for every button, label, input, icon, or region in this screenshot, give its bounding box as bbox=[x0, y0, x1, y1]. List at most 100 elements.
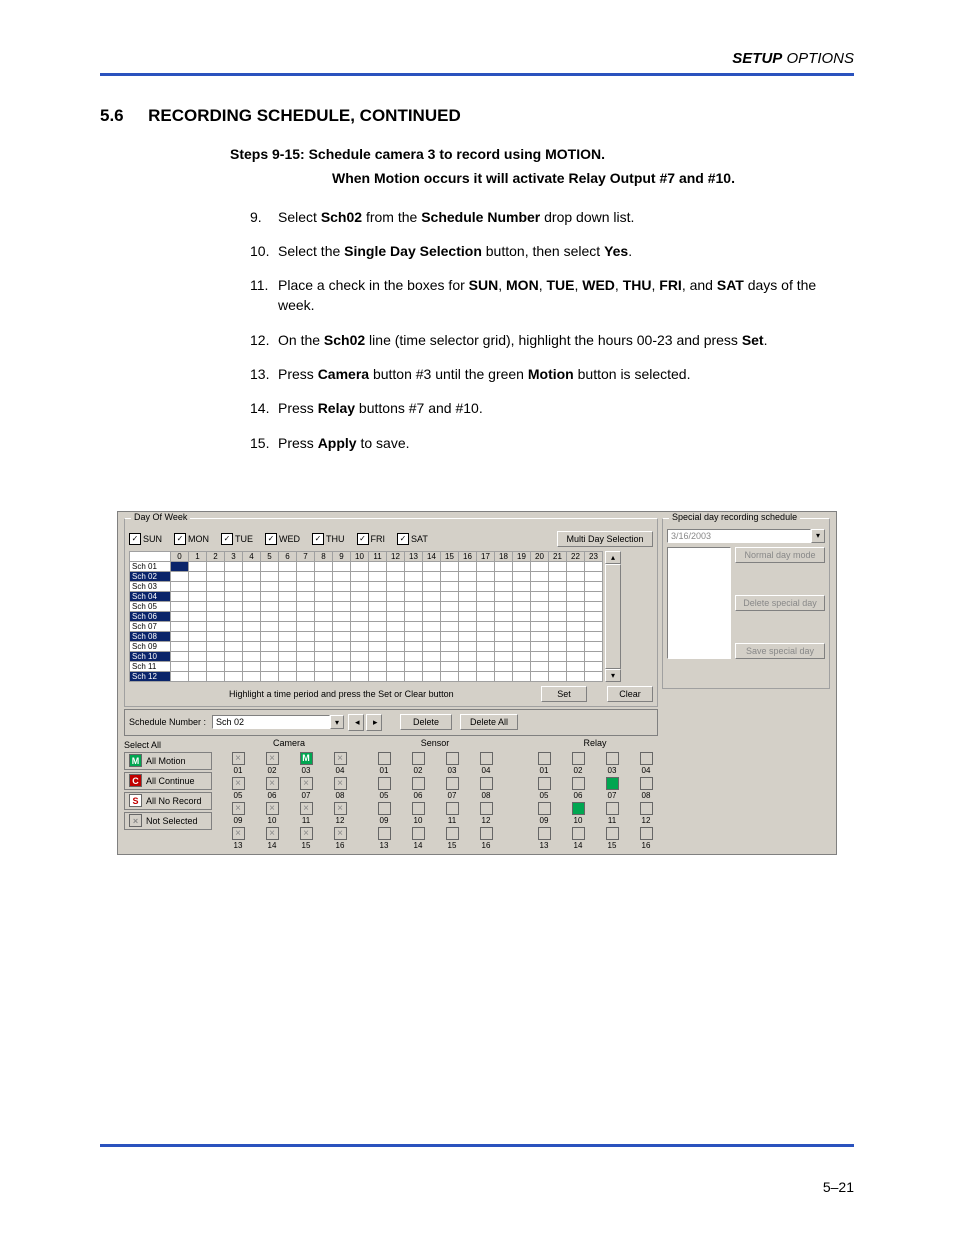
relay-btn-01[interactable]: 01 bbox=[530, 752, 558, 775]
selall-not-selected[interactable]: ×Not Selected bbox=[124, 812, 212, 830]
relay-btn-07[interactable]: 07 bbox=[598, 777, 626, 800]
next-sched-button[interactable]: ▸ bbox=[366, 714, 382, 731]
relay-label: Relay bbox=[530, 738, 660, 748]
relay-btn-03[interactable]: 03 bbox=[598, 752, 626, 775]
camera-btn-08[interactable]: ×08 bbox=[326, 777, 354, 800]
relay-btn-10[interactable]: 10 bbox=[564, 802, 592, 825]
sched-num-dropdown[interactable]: Sch 02 ▾ bbox=[212, 715, 344, 729]
relay-icon bbox=[606, 777, 619, 790]
multi-day-button[interactable]: Multi Day Selection bbox=[557, 531, 653, 547]
checkbox-icon: ✓ bbox=[265, 533, 277, 545]
relay-icon bbox=[572, 752, 585, 765]
selall-all-no-record[interactable]: SAll No Record bbox=[124, 792, 212, 810]
hours-grid[interactable]: 01234567891011121314151617181920212223Sc… bbox=[129, 551, 603, 682]
prev-sched-button[interactable]: ◂ bbox=[348, 714, 364, 731]
camera-btn-14[interactable]: ×14 bbox=[258, 827, 286, 850]
dow-check-sat[interactable]: ✓SAT bbox=[397, 533, 428, 545]
special-day-fieldset: Special day recording schedule 3/16/2003… bbox=[662, 518, 830, 689]
relay-btn-13[interactable]: 13 bbox=[530, 827, 558, 850]
camera-btn-03[interactable]: M03 bbox=[292, 752, 320, 775]
camera-icon: × bbox=[334, 802, 347, 815]
sensor-btn-06[interactable]: 06 bbox=[404, 777, 432, 800]
delete-special-button[interactable]: Delete special day bbox=[735, 595, 825, 611]
camera-btn-04[interactable]: ×04 bbox=[326, 752, 354, 775]
relay-btn-11[interactable]: 11 bbox=[598, 802, 626, 825]
header-bold: SETUP bbox=[732, 50, 782, 67]
camera-btn-10[interactable]: ×10 bbox=[258, 802, 286, 825]
sensor-btn-13[interactable]: 13 bbox=[370, 827, 398, 850]
camera-btn-01[interactable]: ×01 bbox=[224, 752, 252, 775]
camera-btn-12[interactable]: ×12 bbox=[326, 802, 354, 825]
selall-all-motion[interactable]: MAll Motion bbox=[124, 752, 212, 770]
camera-icon: × bbox=[266, 827, 279, 840]
special-day-list[interactable] bbox=[667, 547, 731, 659]
camera-btn-16[interactable]: ×16 bbox=[326, 827, 354, 850]
sensor-btn-03[interactable]: 03 bbox=[438, 752, 466, 775]
camera-icon: M bbox=[300, 752, 313, 765]
relay-btn-14[interactable]: 14 bbox=[564, 827, 592, 850]
schedule-dialog: Day Of Week ✓SUN ✓MON ✓TUE ✓WED ✓THU ✓FRI ✓SAT… bbox=[117, 511, 837, 855]
step-item: 10.Select the Single Day Selection butto… bbox=[250, 241, 854, 261]
relay-btn-12[interactable]: 12 bbox=[632, 802, 660, 825]
dow-check-mon[interactable]: ✓MON bbox=[174, 533, 209, 545]
sensor-btn-01[interactable]: 01 bbox=[370, 752, 398, 775]
sensor-btn-02[interactable]: 02 bbox=[404, 752, 432, 775]
sensor-icon bbox=[378, 827, 391, 840]
dow-check-tue[interactable]: ✓TUE bbox=[221, 533, 253, 545]
sensor-btn-15[interactable]: 15 bbox=[438, 827, 466, 850]
relay-btn-04[interactable]: 04 bbox=[632, 752, 660, 775]
sensor-btn-11[interactable]: 11 bbox=[438, 802, 466, 825]
delete-button[interactable]: Delete bbox=[400, 714, 452, 730]
sensor-btn-08[interactable]: 08 bbox=[472, 777, 500, 800]
sensor-btn-10[interactable]: 10 bbox=[404, 802, 432, 825]
selall-all-continue[interactable]: CAll Continue bbox=[124, 772, 212, 790]
relay-btn-15[interactable]: 15 bbox=[598, 827, 626, 850]
relay-btn-16[interactable]: 16 bbox=[632, 827, 660, 850]
header-rule bbox=[100, 73, 854, 76]
selall-icon: C bbox=[129, 774, 142, 787]
relay-icon bbox=[572, 827, 585, 840]
sensor-icon bbox=[446, 827, 459, 840]
sensor-btn-14[interactable]: 14 bbox=[404, 827, 432, 850]
delete-all-button[interactable]: Delete All bbox=[460, 714, 518, 730]
relay-btn-02[interactable]: 02 bbox=[564, 752, 592, 775]
camera-grid: ×01 ×02 M03 ×04 ×05 ×06 ×07 ×08 ×09 ×10 ×11 ×12 ×13 ×… bbox=[224, 752, 354, 850]
dow-legend: Day Of Week bbox=[131, 512, 190, 522]
sensor-btn-04[interactable]: 04 bbox=[472, 752, 500, 775]
dow-check-sun[interactable]: ✓SUN bbox=[129, 533, 162, 545]
sensor-btn-09[interactable]: 09 bbox=[370, 802, 398, 825]
normal-day-button[interactable]: Normal day mode bbox=[735, 547, 825, 563]
camera-btn-07[interactable]: ×07 bbox=[292, 777, 320, 800]
camera-btn-13[interactable]: ×13 bbox=[224, 827, 252, 850]
page-header: SETUP OPTIONS bbox=[100, 50, 854, 67]
camera-btn-02[interactable]: ×02 bbox=[258, 752, 286, 775]
camera-icon: × bbox=[334, 752, 347, 765]
save-special-button[interactable]: Save special day bbox=[735, 643, 825, 659]
relay-btn-05[interactable]: 05 bbox=[530, 777, 558, 800]
relay-icon bbox=[606, 827, 619, 840]
relay-icon bbox=[538, 802, 551, 815]
camera-btn-09[interactable]: ×09 bbox=[224, 802, 252, 825]
set-button[interactable]: Set bbox=[541, 686, 587, 702]
clear-button[interactable]: Clear bbox=[607, 686, 653, 702]
relay-btn-08[interactable]: 08 bbox=[632, 777, 660, 800]
camera-btn-06[interactable]: ×06 bbox=[258, 777, 286, 800]
sensor-btn-07[interactable]: 07 bbox=[438, 777, 466, 800]
relay-btn-09[interactable]: 09 bbox=[530, 802, 558, 825]
dow-check-fri[interactable]: ✓FRI bbox=[357, 533, 386, 545]
step-item: 13.Press Camera button #3 until the gree… bbox=[250, 364, 854, 384]
relay-icon bbox=[572, 777, 585, 790]
special-date-dropdown[interactable]: 3/16/2003 ▾ bbox=[667, 529, 825, 543]
relay-icon bbox=[640, 777, 653, 790]
camera-btn-05[interactable]: ×05 bbox=[224, 777, 252, 800]
relay-btn-06[interactable]: 06 bbox=[564, 777, 592, 800]
grid-scroll-up[interactable]: ▴ bbox=[605, 551, 621, 564]
dow-check-thu[interactable]: ✓THU bbox=[312, 533, 345, 545]
dow-check-wed[interactable]: ✓WED bbox=[265, 533, 300, 545]
sensor-btn-05[interactable]: 05 bbox=[370, 777, 398, 800]
grid-scroll-down[interactable]: ▾ bbox=[605, 669, 621, 682]
sensor-btn-16[interactable]: 16 bbox=[472, 827, 500, 850]
camera-btn-15[interactable]: ×15 bbox=[292, 827, 320, 850]
sensor-btn-12[interactable]: 12 bbox=[472, 802, 500, 825]
camera-btn-11[interactable]: ×11 bbox=[292, 802, 320, 825]
